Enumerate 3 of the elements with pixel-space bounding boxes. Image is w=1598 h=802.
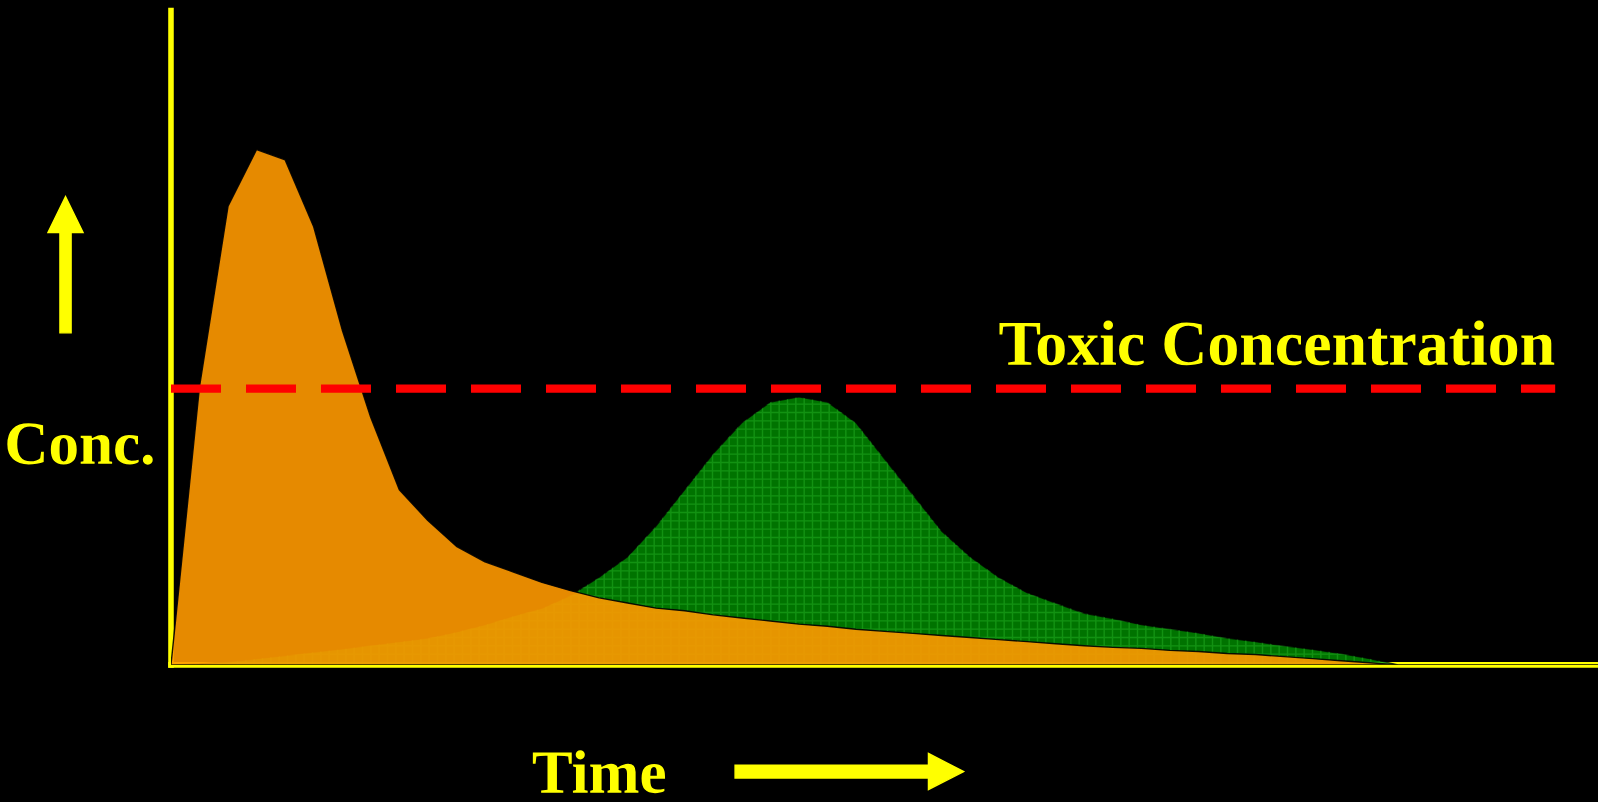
y-axis-title: Conc.	[7, 423, 153, 465]
ref-line-label: Toxic Concentration	[999, 320, 1555, 366]
x-axis-title: Time	[532, 750, 666, 794]
